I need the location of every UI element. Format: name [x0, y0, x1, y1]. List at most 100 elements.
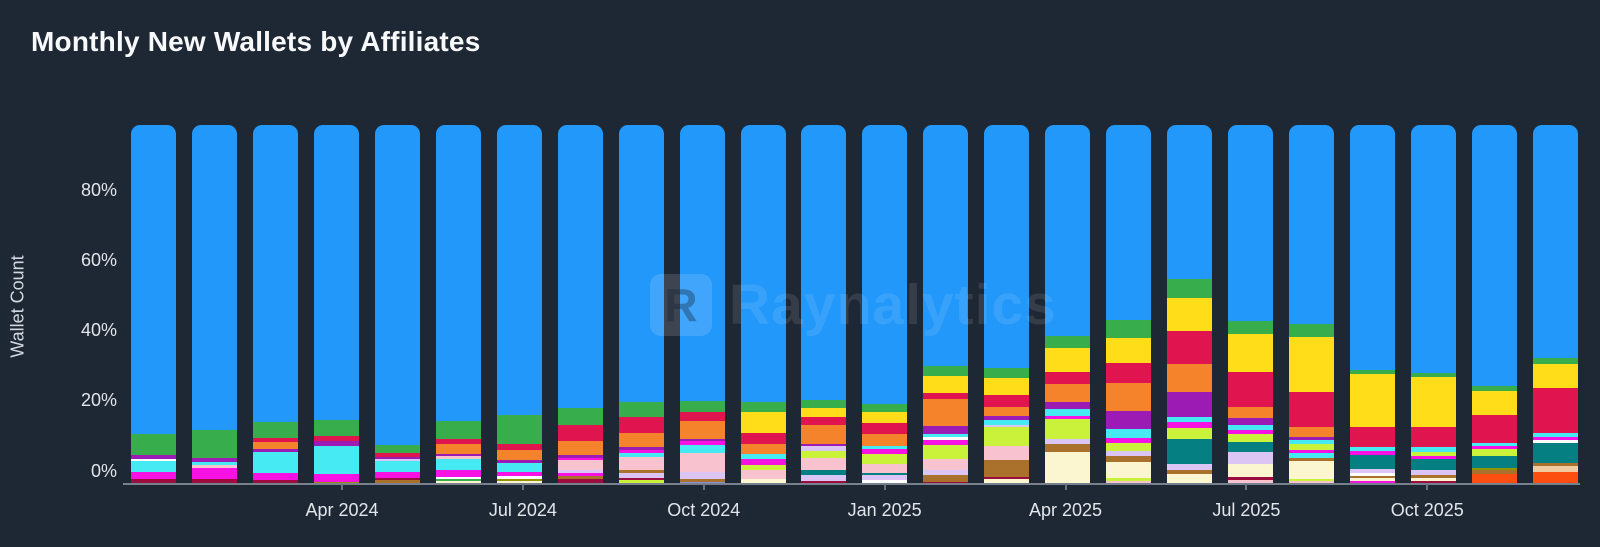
bar-segment-blue[interactable] — [1411, 125, 1457, 374]
bar-segment-cyan[interactable] — [740, 453, 786, 459]
bar-segment-yellow[interactable] — [1471, 391, 1517, 415]
bar-segment-brown[interactable] — [1471, 470, 1517, 474]
bar-jan-2025[interactable] — [862, 125, 908, 483]
bar-segment-cyan[interactable] — [1350, 447, 1396, 452]
bar-aug-2024[interactable] — [557, 125, 603, 483]
bar-segment-orange[interactable] — [740, 443, 786, 454]
bar-segment-crimson[interactable] — [557, 425, 603, 442]
bar-segment-magenta[interactable] — [1350, 480, 1396, 483]
bar-segment-lime[interactable] — [1471, 448, 1517, 456]
bar-segment-lavender[interactable] — [1045, 438, 1091, 444]
bar-segment-pink[interactable] — [191, 465, 237, 468]
bar-segment-cream[interactable] — [1167, 473, 1213, 483]
bar-segment-green[interactable] — [1228, 321, 1274, 335]
bar-feb-2024[interactable] — [191, 125, 237, 483]
bar-segment-magenta[interactable] — [1532, 437, 1578, 441]
bar-jun-2025[interactable] — [1167, 125, 1213, 483]
bar-may-2024[interactable] — [374, 125, 420, 483]
bar-segment-lime[interactable] — [1411, 452, 1457, 457]
bar-segment-crimson[interactable] — [252, 437, 298, 442]
bar-segment-crimson[interactable] — [801, 416, 847, 425]
bar-segment-brown[interactable] — [1106, 456, 1152, 463]
bar-segment-cyan[interactable] — [1532, 433, 1578, 438]
bar-segment-yellow[interactable] — [801, 407, 847, 417]
bar-segment-green[interactable] — [984, 368, 1030, 379]
bar-segment-darkred[interactable] — [1228, 477, 1274, 481]
bar-segment-darkred[interactable] — [923, 481, 969, 483]
bar-segment-blue[interactable] — [984, 125, 1030, 369]
bar-jul-2025[interactable] — [1228, 125, 1274, 483]
bar-segment-pink[interactable] — [1106, 480, 1152, 483]
bar-segment-purple[interactable] — [1289, 436, 1335, 440]
bar-segment-blue[interactable] — [1167, 125, 1213, 279]
bar-segment-lavender[interactable] — [374, 458, 420, 461]
bar-segment-brown[interactable] — [1411, 475, 1457, 478]
bar-segment-yellow[interactable] — [1289, 336, 1335, 392]
bar-segment-purple[interactable] — [313, 441, 359, 447]
bar-segment-cream[interactable] — [1106, 462, 1152, 478]
bar-segment-purple[interactable] — [1106, 411, 1152, 430]
bar-segment-crimson[interactable] — [435, 439, 481, 445]
bar-segment-cream[interactable] — [740, 478, 786, 483]
bar-segment-pink[interactable] — [1228, 480, 1274, 483]
bar-segment-teal[interactable] — [801, 469, 847, 475]
bar-segment-lime[interactable] — [1289, 478, 1335, 482]
bar-segment-orange[interactable] — [252, 441, 298, 449]
bar-segment-purple[interactable] — [1167, 391, 1213, 417]
bar-segment-blue[interactable] — [313, 125, 359, 420]
bar-segment-cyan[interactable] — [435, 459, 481, 471]
bar-segment-blue[interactable] — [191, 125, 237, 431]
bar-segment-purple[interactable] — [679, 438, 725, 442]
bar-segment-green[interactable] — [191, 430, 237, 459]
bar-segment-darkred[interactable] — [252, 480, 298, 483]
bar-segment-green[interactable] — [801, 399, 847, 408]
bar-segment-cyan[interactable] — [131, 460, 176, 472]
bar-segment-blue[interactable] — [131, 125, 176, 434]
bar-segment-lavender[interactable] — [801, 446, 847, 452]
bar-segment-cyan[interactable] — [496, 462, 542, 472]
bar-segment-magenta[interactable] — [1167, 421, 1213, 428]
bar-segment-orange[interactable] — [1106, 382, 1152, 412]
bar-segment-lime[interactable] — [618, 480, 664, 483]
bar-segment-blue[interactable] — [496, 125, 542, 415]
bar-segment-crimson[interactable] — [923, 393, 969, 400]
bar-segment-cyan[interactable] — [1411, 447, 1457, 453]
bar-segment-white[interactable] — [1350, 472, 1396, 476]
bar-segment-blue[interactable] — [740, 125, 786, 402]
bar-segment-lime[interactable] — [1228, 433, 1274, 442]
bar-segment-brown[interactable] — [618, 470, 664, 473]
bar-segment-crimson[interactable] — [1532, 388, 1578, 434]
bar-segment-blue[interactable] — [1045, 125, 1091, 337]
bar-segment-orange[interactable] — [862, 433, 908, 447]
bar-dec-2024[interactable] — [801, 125, 847, 483]
bar-segment-blue[interactable] — [679, 125, 725, 401]
bar-apr-2024[interactable] — [313, 125, 359, 483]
bar-segment-brown[interactable] — [374, 480, 420, 483]
bar-segment-blue[interactable] — [1289, 125, 1335, 325]
bar-segment-brown[interactable] — [1167, 470, 1213, 474]
bar-segment-purple[interactable] — [496, 460, 542, 463]
bar-segment-darkred[interactable] — [191, 479, 237, 483]
bar-segment-brown[interactable] — [679, 478, 725, 482]
bar-segment-lime[interactable] — [1106, 477, 1152, 481]
bar-segment-darkred[interactable] — [374, 477, 420, 481]
bar-oct-2024[interactable] — [679, 125, 725, 483]
bar-segment-darkred[interactable] — [1411, 480, 1457, 483]
bar-segment-orange[interactable] — [1045, 383, 1091, 402]
bar-segment-lime[interactable] — [1045, 418, 1091, 439]
bar-segment-cyan[interactable] — [923, 433, 969, 438]
bar-segment-cream[interactable] — [1045, 451, 1091, 483]
bar-segment-magenta[interactable] — [252, 472, 298, 481]
bar-segment-cyan[interactable] — [252, 451, 298, 473]
bar-segment-crimson[interactable] — [496, 443, 542, 451]
bar-segment-teal[interactable] — [1532, 442, 1578, 463]
bar-segment-lime[interactable] — [1106, 443, 1152, 452]
bar-segment-crimson[interactable] — [1167, 331, 1213, 365]
bar-segment-pink[interactable] — [1289, 481, 1335, 483]
bar-segment-blue[interactable] — [1350, 125, 1396, 370]
bar-segment-orange[interactable] — [801, 424, 847, 444]
bar-segment-orange[interactable] — [496, 450, 542, 461]
bar-segment-brown[interactable] — [1532, 462, 1578, 467]
bar-segment-blue[interactable] — [557, 125, 603, 409]
bar-segment-magenta[interactable] — [435, 470, 481, 477]
